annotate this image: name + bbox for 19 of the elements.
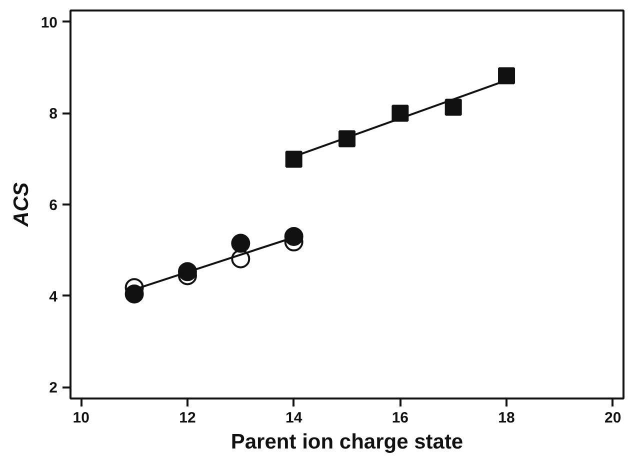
x-tick-label: 12 (179, 410, 196, 426)
x-tick-label: 18 (498, 410, 515, 426)
x-tick-label: 16 (392, 410, 409, 426)
y-tick-label: 4 (49, 288, 58, 306)
y-tick-label: 6 (49, 197, 58, 214)
point (444, 98, 462, 116)
x-tick-label: 10 (72, 410, 90, 426)
point (231, 234, 250, 253)
x-tick-label: 20 (604, 410, 622, 426)
x-axis-title: Parent ion charge state (230, 430, 464, 454)
y-tick-label: 8 (49, 106, 58, 123)
y-axis-title: ACS (10, 182, 33, 228)
point (124, 284, 144, 304)
y-tick-label: 10 (40, 14, 58, 32)
y-tick-label: 2 (49, 380, 58, 397)
x-tick-label: 14 (285, 410, 303, 426)
point (498, 67, 516, 84)
point (284, 226, 304, 246)
point (285, 150, 302, 168)
